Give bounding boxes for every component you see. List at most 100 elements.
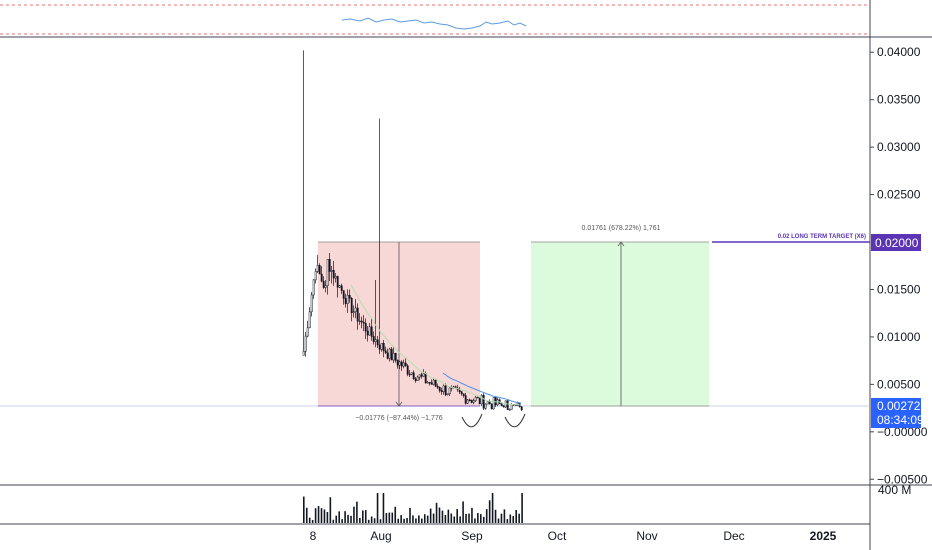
volume-bar	[482, 516, 485, 523]
candle-body	[472, 400, 475, 403]
candle-body	[442, 385, 445, 393]
volume-bar	[465, 513, 467, 523]
candle-body	[368, 326, 371, 336]
candle-body	[346, 295, 349, 304]
candle-body	[374, 339, 377, 342]
volume-bar	[418, 515, 420, 523]
candle-body	[318, 265, 321, 275]
volume-bar	[438, 507, 441, 523]
volume-bar	[488, 500, 491, 523]
volume-bar	[341, 519, 343, 523]
candle-body	[414, 378, 417, 381]
candle-body	[402, 362, 405, 367]
long-projection-label: 0.01761 (678.22%) 1,761	[581, 225, 660, 232]
volume-bar	[391, 512, 394, 523]
y-tick-label: 0.02500	[877, 188, 921, 202]
candle-body	[410, 372, 413, 375]
candle-body	[372, 336, 375, 342]
candle-body	[376, 339, 379, 346]
bottom-curve-2	[504, 413, 526, 428]
candle-body	[478, 396, 481, 405]
candle-body	[502, 405, 505, 408]
indicator-pane	[0, 4, 932, 38]
volume-bar	[308, 517, 311, 523]
long-arrow-head	[617, 241, 625, 247]
candle-body	[440, 390, 443, 393]
candle-body	[426, 382, 429, 384]
candle-body	[386, 352, 389, 359]
candle-body	[314, 271, 317, 281]
candle-body	[324, 285, 327, 288]
candle-body	[466, 399, 469, 404]
volume-bar	[426, 515, 429, 523]
candle-body	[446, 393, 449, 396]
price-tag-value: 0.00272	[877, 399, 921, 413]
volume-bar	[453, 516, 456, 523]
candle-body	[390, 348, 393, 361]
volume-bar	[435, 502, 438, 523]
short-arrow-head	[395, 401, 403, 407]
y-axis[interactable]: 0.04000 0.03500 0.03000 0.02500 0.01500 0.010…	[870, 45, 928, 486]
long-moving-average	[442, 372, 522, 404]
candle-body	[340, 285, 343, 291]
candle-body	[480, 394, 483, 405]
price-tag-box	[871, 397, 921, 428]
volume-bar	[447, 509, 450, 523]
volume-bar	[471, 507, 473, 523]
candle-body	[398, 361, 401, 366]
volume-bar	[362, 510, 364, 523]
volume-bar	[382, 493, 385, 523]
candle-body	[430, 382, 433, 385]
candle-body	[508, 409, 511, 411]
candle-body	[332, 270, 335, 279]
volume-bar	[518, 513, 520, 523]
volume-bar	[497, 518, 500, 523]
volume-bar	[491, 493, 494, 523]
x-tick-label: 8	[310, 529, 317, 543]
volume-bar	[503, 509, 506, 523]
position-tools[interactable]: −0.01776 (−87.44%) −1,776 0.01761 (678.22…	[318, 225, 709, 422]
candle-body	[422, 373, 425, 377]
curve-annotations	[461, 413, 526, 428]
candle-body	[312, 279, 315, 296]
candle-body	[404, 362, 407, 367]
volume-bar	[485, 509, 488, 523]
candle-body	[434, 379, 437, 387]
candle-body	[380, 343, 383, 350]
volume-bar	[480, 514, 482, 523]
x-tick-label: Nov	[636, 529, 657, 543]
x-axis[interactable]: 8 Aug Sep Oct Nov Dec 2025	[310, 529, 837, 543]
candle-body	[394, 352, 397, 361]
candle-body	[460, 391, 463, 395]
candle-body	[490, 403, 493, 410]
candle-body	[382, 343, 385, 352]
candle-body	[474, 397, 477, 401]
candle-body	[470, 399, 473, 403]
candle-body	[428, 382, 431, 384]
candle-body	[384, 350, 387, 354]
candle-body	[468, 399, 471, 401]
candle-body	[308, 311, 311, 329]
candle-body	[350, 297, 353, 314]
candle-body	[424, 373, 427, 384]
short-moving-average	[350, 284, 522, 406]
current-price-tag: 0.00272 08:34:09	[871, 397, 924, 428]
candle-body	[352, 311, 355, 314]
candle-body	[432, 379, 435, 385]
candle-body	[320, 273, 323, 282]
y-tick-label: 0.03500	[877, 93, 921, 107]
candle-body	[344, 298, 347, 304]
volume-bar	[494, 509, 497, 523]
candle-body	[356, 307, 359, 322]
candle-body	[336, 276, 339, 288]
volume-bar	[515, 509, 517, 523]
volume-bar	[409, 507, 411, 523]
volume-bar	[332, 519, 335, 523]
candle-body	[354, 307, 357, 312]
volume-bar	[468, 513, 470, 523]
volume-bar	[373, 518, 376, 523]
long-projection-box[interactable]	[531, 242, 709, 406]
y-tick-label: 0.03000	[877, 140, 921, 154]
